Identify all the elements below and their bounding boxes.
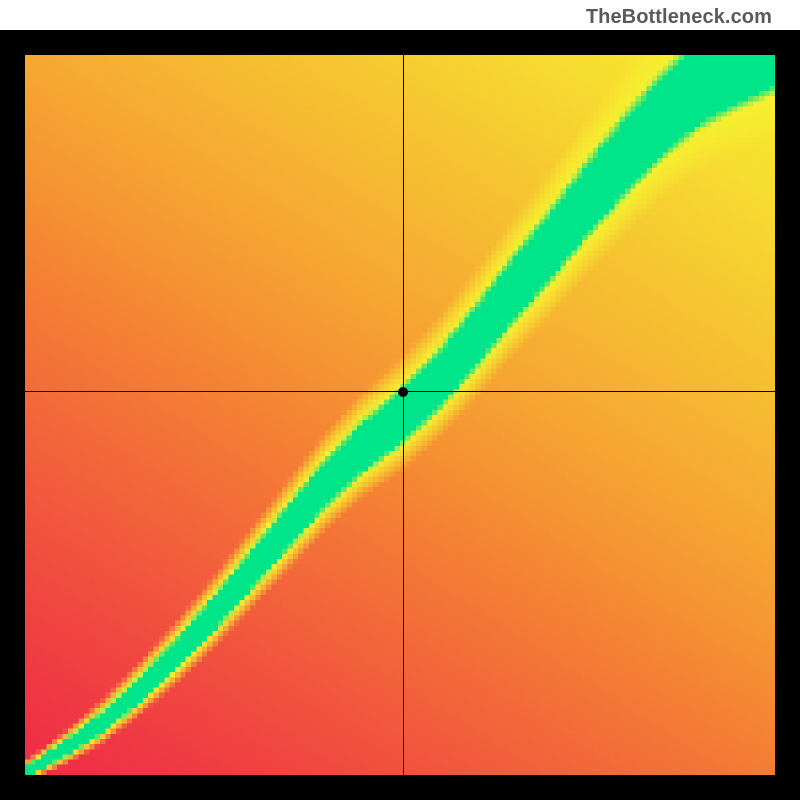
attribution-text: TheBottleneck.com	[586, 6, 772, 29]
data-point-marker	[398, 387, 408, 397]
heatmap-canvas	[25, 55, 775, 775]
crosshair-vertical	[403, 55, 404, 775]
heatmap-plot	[25, 55, 775, 775]
